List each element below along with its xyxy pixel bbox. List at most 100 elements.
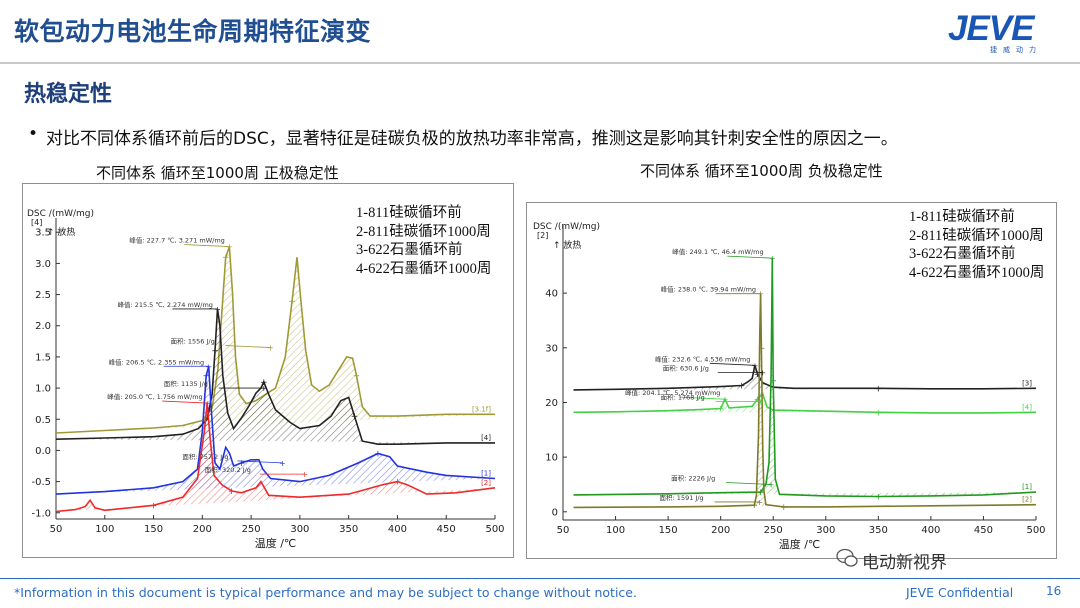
- y-tick-label: 3.0: [35, 259, 51, 270]
- bullet-dot-icon: •: [28, 124, 39, 144]
- series-line: [55, 366, 496, 495]
- series-end-label: [1]: [481, 469, 491, 477]
- series-line: [573, 392, 1037, 414]
- chart-right-subtitle: 不同体系 循环至1000周 负极稳定性: [640, 162, 883, 180]
- footer-confidential: JEVE Confidential: [906, 585, 1014, 600]
- footer-disclaimer: *Information in this document is typical…: [14, 585, 637, 600]
- annotation-text: 面积: 2226 J/g: [671, 473, 715, 482]
- legend-item: 3-622石墨循环前: [909, 246, 1016, 262]
- annotation-leader: [225, 345, 271, 348]
- y-axis-label: DSC /(mW/mg): [533, 222, 600, 232]
- x-tick-label: 250: [242, 524, 261, 535]
- x-tick-label: 300: [816, 525, 835, 536]
- peak-marker: +: [205, 362, 212, 371]
- x-axis-label: 温度 /℃: [255, 536, 297, 550]
- series-line: [573, 365, 1037, 391]
- x-tick-label: 450: [974, 525, 993, 536]
- x-tick-label: 200: [193, 524, 212, 535]
- series-marker: +: [754, 395, 762, 405]
- series-marker: +: [228, 487, 236, 497]
- annotation-text: 峰值: 205.0 ℃, 1.756 mW/mg: [107, 392, 202, 401]
- series-end-label: [4]: [481, 434, 491, 442]
- y-tick-label: -1.0: [31, 508, 51, 519]
- annotation-text: 面积: 1556 J/g: [171, 337, 215, 346]
- page-number: 16: [1046, 584, 1062, 598]
- x-tick-label: 200: [711, 525, 730, 536]
- x-tick-label: 500: [485, 524, 504, 535]
- y-tick-label: -0.5: [31, 477, 51, 488]
- peak-marker: +: [752, 361, 759, 370]
- series-end-label: [2]: [1022, 496, 1032, 504]
- page-title: 软包动力电池生命周期特征演变: [14, 17, 372, 46]
- annotation-text: 面积: 630.6 J/g: [663, 363, 709, 372]
- series-hatch: [56, 366, 495, 495]
- annotation-text: 峰值: 206.5 ℃, 2.355 mW/mg: [109, 357, 204, 366]
- y-tick-label: 2.0: [35, 321, 51, 332]
- x-tick-label: 150: [144, 524, 163, 535]
- legend-item: 4-622石墨循环1000周: [909, 264, 1045, 281]
- x-tick-label: 350: [339, 524, 358, 535]
- series-marker: +: [260, 378, 268, 388]
- series-hatch: [573, 293, 1036, 508]
- x-tick-label: 400: [921, 525, 940, 536]
- series-marker: +: [769, 377, 777, 387]
- annotation-text: 面积: 320.2 J/g: [205, 465, 251, 474]
- logo-mark: JEVE: [948, 9, 1034, 48]
- y-tick-label: 10: [545, 453, 558, 464]
- peak-marker: +: [756, 498, 763, 507]
- annotation-text: 面积: 1591 J/g: [660, 493, 704, 502]
- y-tick-label: 20: [545, 398, 558, 409]
- chart-left-subtitle: 不同体系 循环至1000周 正极稳定性: [96, 164, 339, 182]
- series-marker: +: [202, 372, 210, 382]
- series-line: [573, 258, 1037, 498]
- axis-tag: [2]: [537, 231, 548, 240]
- chart-right-panel: 50 100 150 200 250 300 350 400 450 500 40 30 20 10 0 DS…: [526, 202, 1057, 559]
- peak-marker: +: [279, 459, 286, 468]
- annotation-text: 峰值: 215.5 ℃, 2.274 mW/mg: [117, 300, 212, 309]
- annotation-text: 面积: 1135 J/g: [164, 379, 208, 388]
- series-marker: +: [150, 501, 158, 511]
- x-axis-label: 温度 /℃: [779, 537, 821, 551]
- annotation-text: 峰值: 249.1 ℃, 46.4 mW/mg: [672, 247, 763, 256]
- y-tick-label: 30: [545, 343, 558, 354]
- annotation-leader: [679, 396, 725, 400]
- series-hatch: [56, 308, 495, 445]
- y-tick-label: 0.5: [35, 415, 51, 426]
- legend-item: 1-811硅碳循环前: [356, 205, 462, 221]
- series-marker: +: [211, 347, 219, 357]
- series-marker: +: [374, 450, 382, 460]
- x-tick-label: 100: [606, 525, 625, 536]
- series-marker: +: [754, 370, 762, 380]
- header: 软包动力电池生命周期特征演变 JEVE 捷威动力: [0, 0, 1080, 62]
- peak-marker: +: [769, 254, 776, 263]
- x-tick-label: 50: [50, 524, 63, 535]
- footer-divider: [0, 578, 1080, 579]
- chart-right-legend: 1-811硅碳循环前 2-811硅碳循环1000周 3-622石墨循环前 4-6…: [909, 208, 1044, 282]
- x-tick-label: 500: [1026, 525, 1045, 536]
- series-end-label: [3]: [1022, 379, 1032, 387]
- annotation-text: 面积: 1768 J/g: [661, 392, 705, 401]
- legend-item: 2-811硅碳循环1000周: [909, 227, 1044, 244]
- annotation-text: 峰值: 238.0 ℃, 39.94 mW/mg: [661, 285, 756, 294]
- x-tick-label: 450: [437, 524, 456, 535]
- series-marker: +: [222, 253, 230, 263]
- peak-marker: +: [759, 368, 766, 377]
- y-tick-label: 3.5: [35, 228, 51, 239]
- x-tick-label: 400: [388, 524, 407, 535]
- annotation-text: 峰值: 204.1 ℃, 5.274 mW/mg: [625, 388, 720, 397]
- series-marker: +: [738, 382, 746, 392]
- x-tick-label: 100: [95, 524, 114, 535]
- bullet-text: 对比不同体系循环前后的DSC，显著特征是硅碳负极的放热功率非常高，推测这是影响其…: [46, 129, 898, 149]
- series-marker: +: [717, 404, 725, 414]
- y-tick-label: 0: [552, 507, 558, 518]
- header-divider: [0, 62, 1080, 64]
- x-tick-label: 50: [557, 525, 570, 536]
- series-marker: +: [875, 408, 883, 418]
- series-end-label: [1]: [1022, 483, 1032, 491]
- peak-marker: +: [226, 243, 233, 252]
- peak-marker: +: [757, 397, 764, 406]
- watermark: 电动新视界: [862, 553, 947, 573]
- y-tick-label: 1.5: [35, 352, 51, 363]
- y-tick-label: 0.0: [35, 446, 51, 457]
- peak-marker: +: [204, 399, 211, 408]
